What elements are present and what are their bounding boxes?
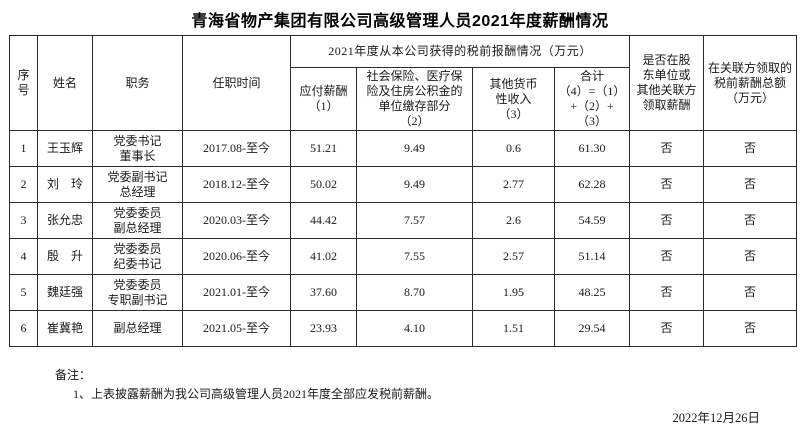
col-header-name: 姓名: [37, 35, 93, 131]
cell-insurance: 4.10: [356, 310, 473, 347]
col-header-related-flag: 是否在股 东单位或 其他关联方 领取薪酬: [629, 35, 705, 131]
cell-serial: 5: [9, 274, 38, 311]
col-header-related-amount: 在关联方领取的 税前薪酬总额 （万元）: [703, 35, 798, 131]
cell-payable: 51.21: [290, 130, 357, 167]
col-header-position: 职务: [92, 35, 183, 131]
cell-position: 党委副书记 总经理: [92, 166, 183, 203]
cell-payable: 41.02: [290, 238, 357, 275]
cell-serial: 6: [9, 310, 38, 347]
table-row: 6 崔冀艳 副总经理 2021.05-至今 23.93 4.10 1.51 29…: [9, 310, 798, 347]
cell-insurance: 7.57: [356, 202, 473, 239]
cell-serial: 2: [9, 166, 38, 203]
col-header-other-income: 其他货币 性收入 （3）: [472, 67, 555, 131]
table-header: 序 号 姓名 职务 任职时间 2021年度从本公司获得的税前报酬情况（万元） 是…: [9, 35, 798, 131]
col-header-total: 合计 （4）=（1） +（2）+ （3）: [553, 67, 631, 131]
cell-tenure: 2020.06-至今: [182, 238, 291, 275]
col-header-compensation-group: 2021年度从本公司获得的税前报酬情况（万元）: [289, 35, 631, 68]
cell-total: 62.28: [553, 166, 631, 203]
cell-serial: 4: [9, 238, 38, 275]
salary-table: 序 号 姓名 职务 任职时间 2021年度从本公司获得的税前报酬情况（万元） 是…: [9, 35, 798, 347]
cell-tenure: 2021.01-至今: [182, 274, 291, 311]
notes-section: 备注： 1、上表披露薪酬为我公司高级管理人员2021年度全部应发税前薪酬。: [55, 366, 800, 403]
cell-name: 崔冀艳: [37, 310, 93, 347]
cell-tenure: 2017.08-至今: [182, 130, 291, 167]
cell-insurance: 9.49: [356, 166, 473, 203]
notes-label: 备注：: [55, 368, 92, 382]
cell-payable: 44.42: [290, 202, 357, 239]
cell-tenure: 2018.12-至今: [182, 166, 291, 203]
cell-serial: 3: [9, 202, 38, 239]
cell-payable: 37.60: [290, 274, 357, 311]
document-date: 2022年12月26日: [672, 411, 760, 425]
cell-related-flag: 否: [629, 238, 705, 275]
note-item-1: 1、上表披露薪酬为我公司高级管理人员2021年度全部应发税前薪酬。: [73, 386, 440, 401]
cell-related-flag: 否: [629, 166, 705, 203]
cell-other-income: 2.6: [472, 202, 555, 239]
page-title: 青海省物产集团有限公司高级管理人员2021年度薪酬情况: [191, 13, 609, 30]
cell-insurance: 8.70: [356, 274, 473, 311]
cell-related-amount: 否: [703, 202, 798, 239]
col-header-tenure: 任职时间: [182, 35, 291, 131]
cell-related-flag: 否: [629, 310, 705, 347]
cell-related-amount: 否: [703, 310, 798, 347]
cell-related-flag: 否: [629, 130, 705, 167]
cell-related-amount: 否: [703, 130, 798, 167]
cell-total: 51.14: [553, 238, 631, 275]
cell-tenure: 2021.05-至今: [182, 310, 291, 347]
cell-position: 党委委员 纪委书记: [92, 238, 183, 275]
table-row: 2 刘 玲 党委副书记 总经理 2018.12-至今 50.02 9.49 2.…: [9, 166, 798, 203]
cell-position: 党委委员 专职副书记: [92, 274, 183, 311]
cell-name: 张允忠: [37, 202, 93, 239]
cell-total: 61.30: [553, 130, 631, 167]
col-header-insurance: 社会保险、医疗保 险及住房公积金的 单位缴存部分 （2）: [356, 67, 473, 131]
cell-related-amount: 否: [703, 238, 798, 275]
cell-insurance: 9.49: [356, 130, 473, 167]
col-header-payable: 应付薪酬 （1）: [290, 67, 357, 131]
cell-other-income: 0.6: [472, 130, 555, 167]
cell-serial: 1: [9, 130, 38, 167]
cell-related-amount: 否: [703, 166, 798, 203]
cell-other-income: 1.95: [472, 274, 555, 311]
cell-name: 刘 玲: [37, 166, 93, 203]
cell-related-amount: 否: [703, 274, 798, 311]
cell-name: 殷 升: [37, 238, 93, 275]
cell-total: 48.25: [553, 274, 631, 311]
cell-total: 29.54: [553, 310, 631, 347]
cell-name: 魏廷强: [37, 274, 93, 311]
table-row: 4 殷 升 党委委员 纪委书记 2020.06-至今 41.02 7.55 2.…: [9, 238, 798, 275]
cell-related-flag: 否: [629, 274, 705, 311]
cell-position: 党委书记 董事长: [92, 130, 183, 167]
table-row: 3 张允忠 党委委员 副总经理 2020.03-至今 44.42 7.57 2.…: [9, 202, 798, 239]
cell-total: 54.59: [553, 202, 631, 239]
cell-other-income: 2.57: [472, 238, 555, 275]
cell-name: 王玉辉: [37, 130, 93, 167]
table-row: 5 魏廷强 党委委员 专职副书记 2021.01-至今 37.60 8.70 1…: [9, 274, 798, 311]
table-body: 1 王玉辉 党委书记 董事长 2017.08-至今 51.21 9.49 0.6…: [9, 130, 798, 347]
table-row: 1 王玉辉 党委书记 董事长 2017.08-至今 51.21 9.49 0.6…: [9, 130, 798, 167]
cell-other-income: 1.51: [472, 310, 555, 347]
col-header-serial: 序 号: [9, 35, 38, 131]
cell-other-income: 2.77: [472, 166, 555, 203]
cell-position: 副总经理: [92, 310, 183, 347]
cell-tenure: 2020.03-至今: [182, 202, 291, 239]
cell-position: 党委委员 副总经理: [92, 202, 183, 239]
cell-payable: 23.93: [290, 310, 357, 347]
cell-payable: 50.02: [290, 166, 357, 203]
cell-related-flag: 否: [629, 202, 705, 239]
cell-insurance: 7.55: [356, 238, 473, 275]
